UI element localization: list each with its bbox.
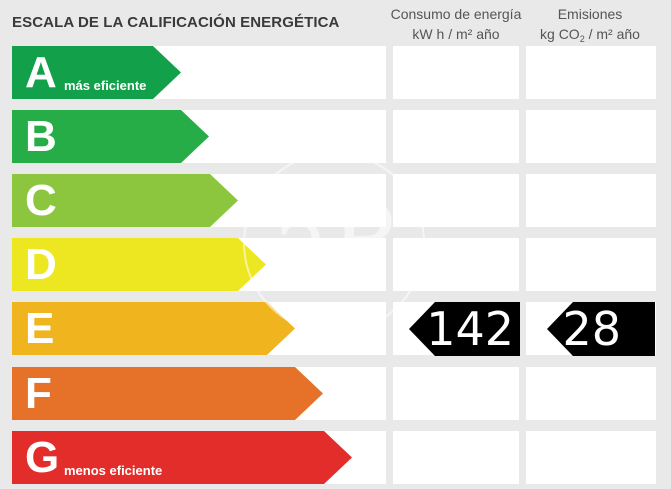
consumo-header-line2: kW h / m² año (412, 26, 500, 42)
consumo-cell (393, 110, 519, 163)
band-arrow-g: G menos eficiente (12, 431, 352, 484)
consumo-cell (393, 367, 519, 420)
band-arrow-f: F (12, 367, 323, 420)
band-arrow-b: B (12, 110, 209, 163)
band-arrow-c: C (12, 174, 238, 227)
band-letter: F (25, 369, 52, 418)
emisiones-cell (526, 46, 656, 99)
band-row-b: B (0, 110, 671, 164)
emisiones-header-line2: kg CO2 / m² año (522, 24, 658, 49)
consumo-value: 142 (426, 302, 514, 356)
band-row-a: A más eficiente (0, 46, 671, 100)
band-arrow-e: E (12, 302, 295, 355)
consumo-header-line1: Consumo de energía (390, 6, 522, 22)
band-arrow-d: D (12, 238, 266, 291)
emisiones-rating-marker: 28 (547, 302, 655, 356)
emisiones-unit-post: / m² año (584, 26, 640, 42)
band-letter: D (25, 240, 57, 289)
emisiones-cell (526, 238, 656, 291)
emisiones-cell (526, 431, 656, 484)
band-row-f: F (0, 367, 671, 421)
page-title: ESCALA DE LA CALIFICACIÓN ENERGÉTICA (12, 14, 340, 31)
emisiones-header-line1: Emisiones (557, 6, 623, 22)
consumo-cell (393, 431, 519, 484)
band-letter: C (25, 176, 57, 225)
consumo-cell (393, 46, 519, 99)
emisiones-cell (526, 110, 656, 163)
band-sublabel: menos eficiente (64, 463, 163, 478)
consumo-rating-marker: 142 (409, 302, 520, 356)
emisiones-column-header: Emisiones kg CO2 / m² año (522, 4, 658, 49)
band-letter: B (25, 112, 57, 161)
band-row-g: G menos eficiente (0, 431, 671, 485)
band-arrow-a: A más eficiente (12, 46, 181, 99)
emisiones-value: 28 (562, 302, 621, 356)
emisiones-cell (526, 174, 656, 227)
consumo-column-header: Consumo de energía kW h / m² año (388, 4, 524, 44)
band-letter: E (25, 304, 55, 353)
band-letter: G (25, 433, 60, 482)
emisiones-unit-sub: 2 (579, 34, 585, 44)
emisiones-unit-pre: kg CO (540, 26, 580, 42)
band-sublabel: más eficiente (64, 78, 147, 93)
ap-logo-watermark-icon: aP (243, 152, 425, 334)
emisiones-cell (526, 367, 656, 420)
band-letter: A (25, 48, 57, 97)
